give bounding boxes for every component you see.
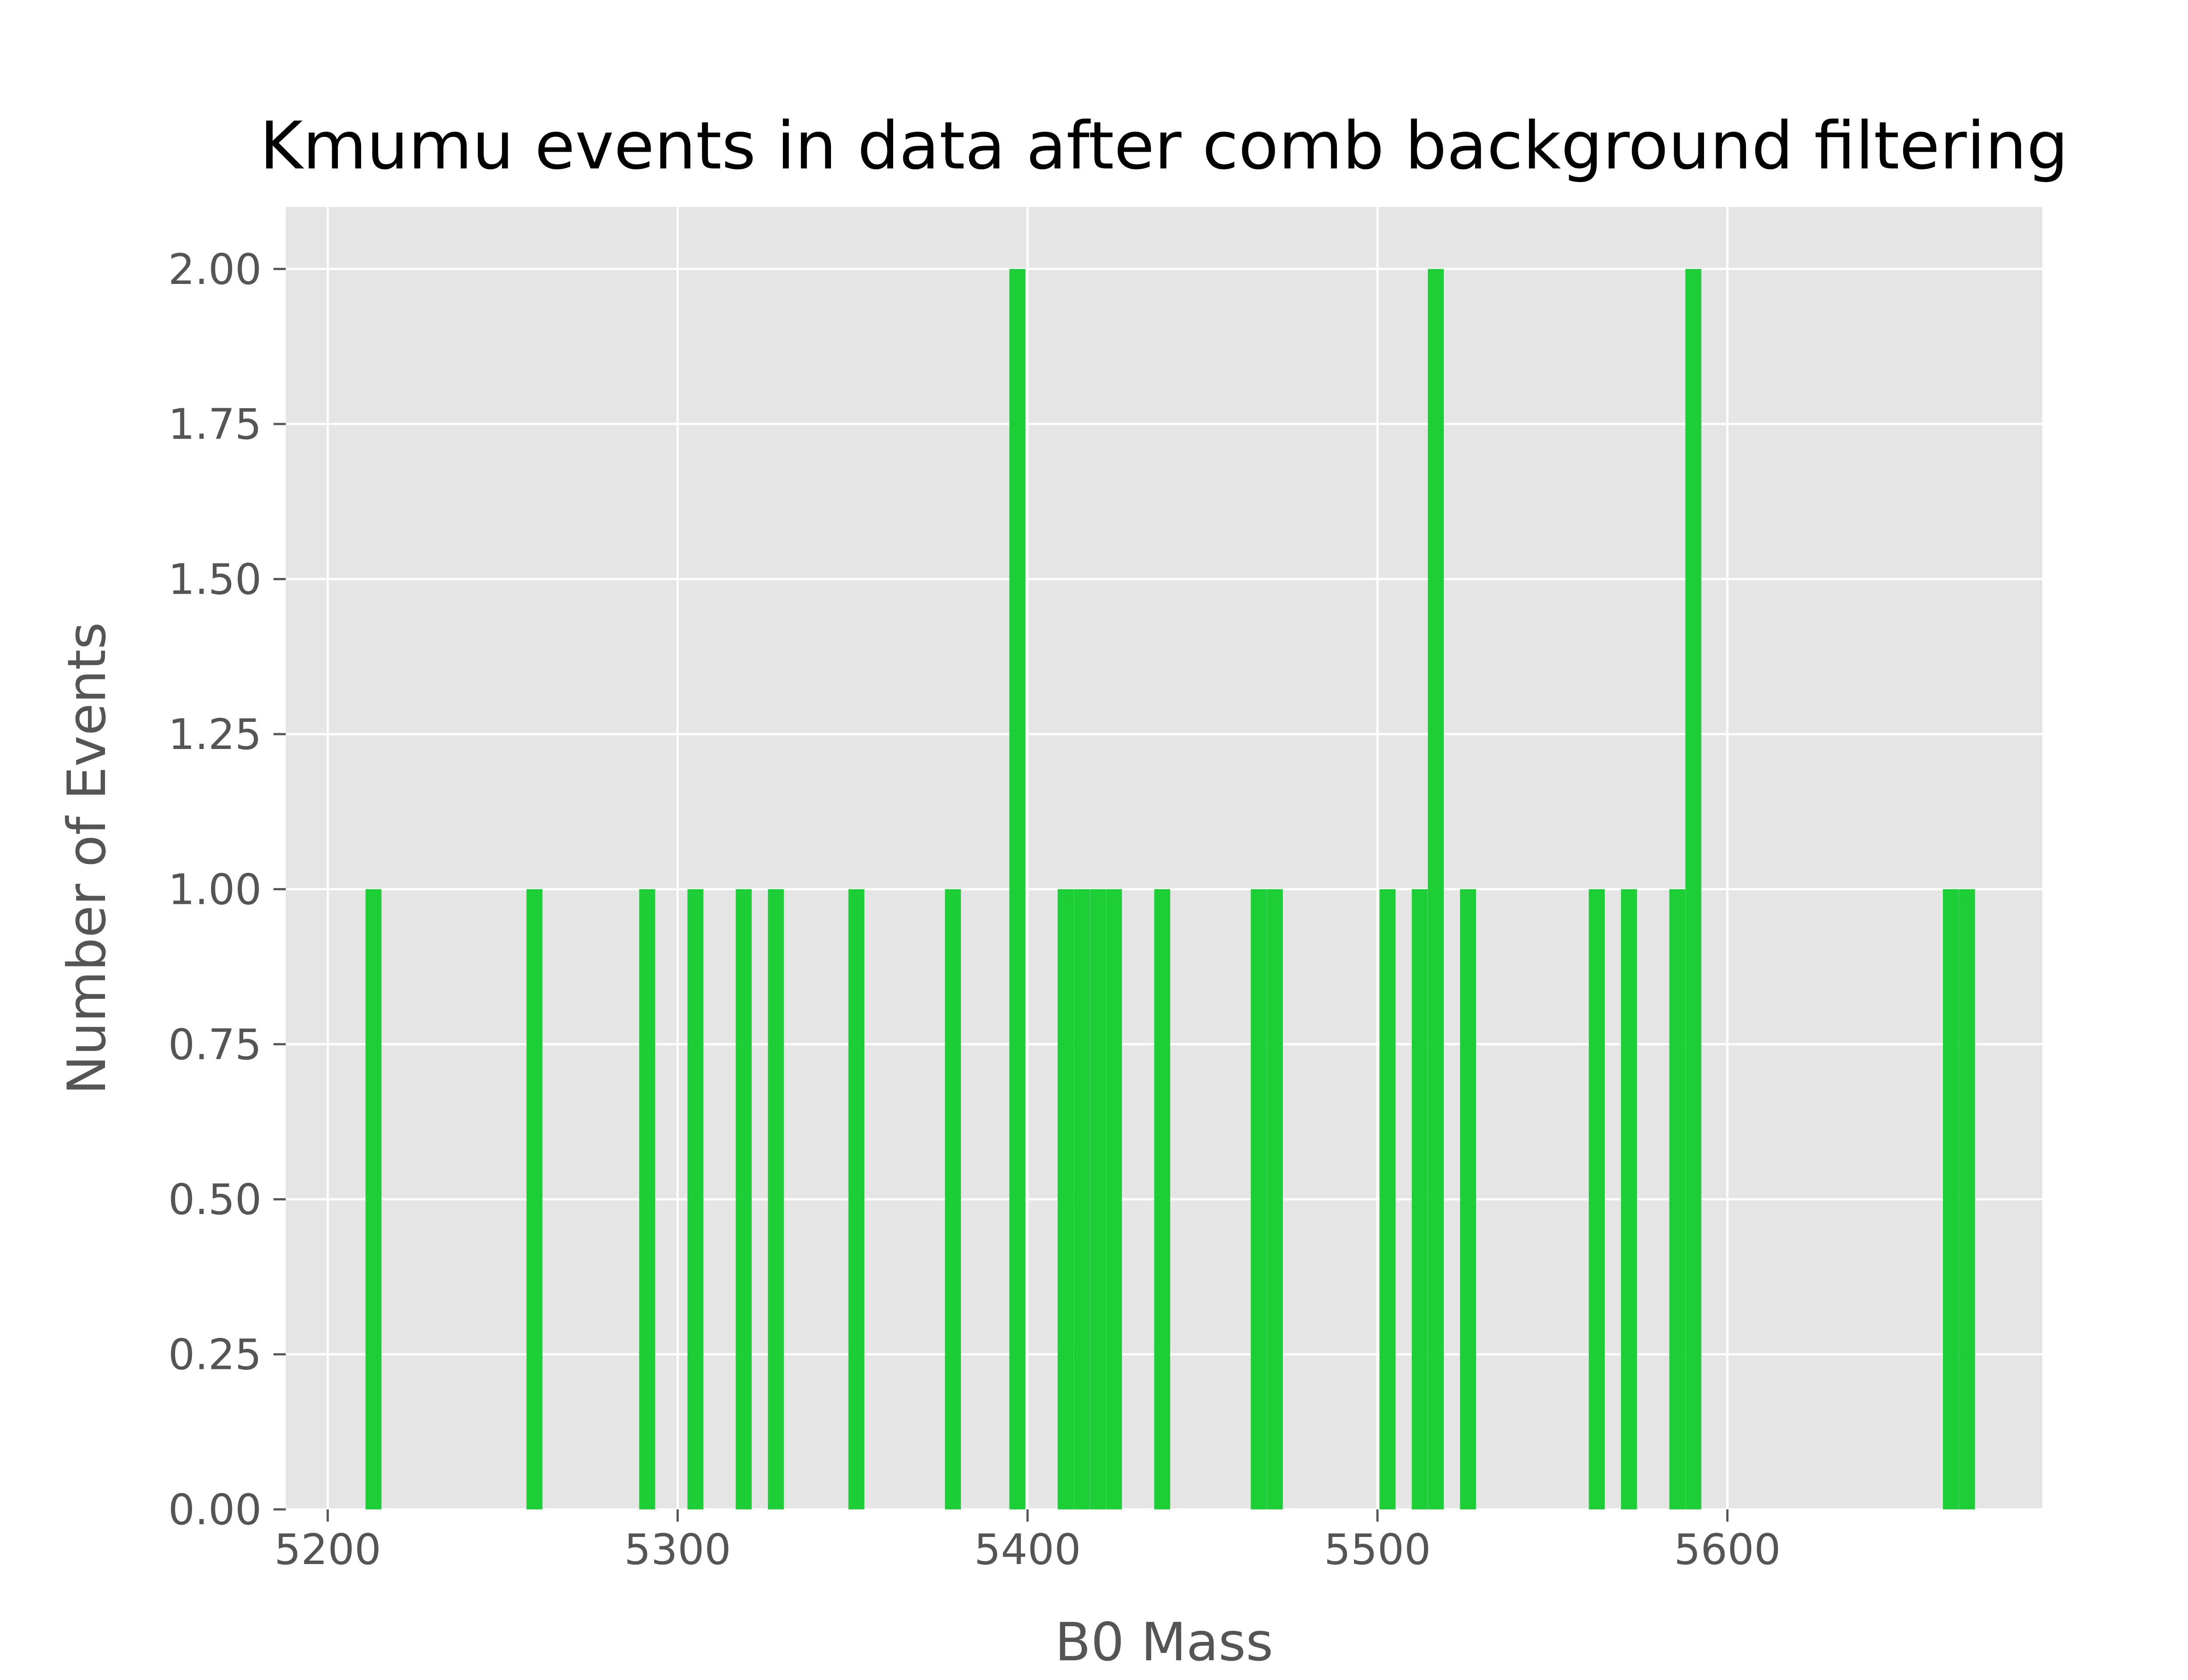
- histogram-bar: [1588, 889, 1605, 1509]
- histogram-bar: [768, 889, 784, 1509]
- histogram-bar: [1379, 889, 1396, 1509]
- histogram-bar: [736, 889, 752, 1509]
- histogram-bar: [1009, 269, 1026, 1509]
- histogram-bar: [1943, 889, 1959, 1509]
- y-tick-label: 1.50: [168, 555, 262, 604]
- y-tick-label: 0.75: [168, 1020, 262, 1069]
- histogram-bar: [1685, 269, 1701, 1509]
- histogram-bar: [1154, 889, 1171, 1509]
- histogram-bar: [1267, 889, 1283, 1509]
- histogram-bar: [365, 889, 382, 1509]
- histogram-bar: [1427, 269, 1444, 1509]
- histogram-bar: [526, 889, 543, 1509]
- x-tick-label: 5400: [974, 1525, 1081, 1574]
- x-tick-label: 5500: [1324, 1525, 1431, 1574]
- y-tick-label: 1.25: [168, 710, 262, 759]
- histogram-bar: [1669, 889, 1686, 1509]
- histogram-bar: [687, 889, 704, 1509]
- y-axis-label: Number of Events: [57, 622, 118, 1095]
- histogram-bar: [1621, 889, 1637, 1509]
- chart-title: Kmumu events in data after comb backgrou…: [260, 108, 2069, 184]
- histogram-bar: [1251, 889, 1267, 1509]
- x-tick-label: 5200: [274, 1525, 381, 1574]
- histogram-bars: [365, 269, 1975, 1509]
- x-axis-label: B0 Mass: [1055, 1612, 1273, 1673]
- y-tick-label: 1.00: [168, 865, 262, 914]
- histogram-bar: [1090, 889, 1106, 1509]
- y-axis-ticks: 0.00 0.25 0.50 0.75 1.00 1.25 1.50 1.75 2.00: [168, 245, 286, 1534]
- histogram-bar: [1412, 889, 1428, 1509]
- histogram-bar: [1073, 889, 1090, 1509]
- x-tick-label: 5300: [624, 1525, 731, 1574]
- histogram-bar: [945, 889, 961, 1509]
- histogram-bar: [1106, 889, 1122, 1509]
- y-tick-label: 0.50: [168, 1175, 262, 1224]
- histogram-bar: [1057, 889, 1074, 1509]
- histogram-bar: [1959, 889, 1975, 1509]
- histogram-bar: [848, 889, 865, 1509]
- y-tick-label: 0.00: [168, 1485, 262, 1534]
- x-tick-label: 5600: [1674, 1525, 1781, 1574]
- histogram-bar: [1460, 889, 1476, 1509]
- y-tick-label: 2.00: [168, 245, 262, 294]
- x-axis-ticks: 5200 5300 5400 5500 5600: [274, 1509, 1781, 1574]
- histogram-bar: [639, 889, 656, 1509]
- y-tick-label: 1.75: [168, 400, 262, 449]
- y-tick-label: 0.25: [168, 1330, 262, 1379]
